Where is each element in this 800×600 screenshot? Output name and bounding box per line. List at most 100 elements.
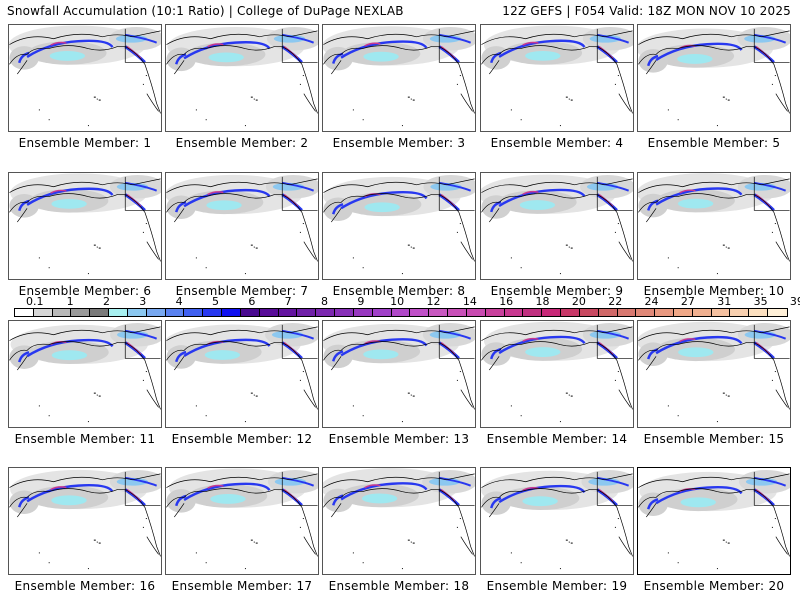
islands [510, 518, 619, 570]
ensemble-member-label: Ensemble Member: 1 [18, 136, 152, 150]
islands [195, 371, 304, 423]
colorbar-tick-label: 4 [175, 295, 183, 308]
colorbar-segment [429, 309, 449, 316]
colorbar-segment [448, 309, 467, 316]
coastlines [481, 28, 633, 114]
colorbar-tick-label: 24 [644, 295, 659, 308]
colorbar-tick-label: 8 [320, 295, 328, 308]
colorbar-segment [711, 309, 731, 316]
colorbar-tick-label: 14 [462, 295, 477, 308]
colorbar-tick-label: 18 [535, 295, 550, 308]
colorbar-tick-label: 5 [211, 295, 219, 308]
coastlines [9, 324, 161, 410]
ensemble-member-label: Ensemble Member: 17 [171, 579, 313, 593]
ensemble-member-label: Ensemble Member: 19 [486, 579, 628, 593]
ensemble-member-map [165, 172, 319, 280]
colorbar-segment [259, 309, 279, 316]
colorbar-tick-label: 3 [139, 295, 147, 308]
colorbar-segment [297, 309, 317, 316]
ensemble-member-label: Ensemble Member: 3 [332, 136, 466, 150]
ensemble-member-label: Ensemble Member: 4 [490, 136, 624, 150]
coastlines [323, 324, 475, 410]
coastlines [481, 176, 633, 262]
colorbar-segment [353, 309, 373, 316]
colorbar-tick-label: 31 [717, 295, 732, 308]
colorbar-segment [184, 309, 204, 316]
coastlines [638, 471, 790, 557]
coastlines [9, 176, 161, 262]
colorbar-tick-label: 22 [608, 295, 623, 308]
islands [667, 371, 776, 423]
colorbar-segment [768, 309, 787, 316]
colorbar-segment [33, 309, 53, 316]
colorbar-segment [523, 309, 543, 316]
islands [195, 518, 304, 570]
colorbar-tick-label: 10 [390, 295, 405, 308]
colorbar-tick-label: 6 [248, 295, 256, 308]
ensemble-member-map [637, 24, 791, 132]
colorbar-tick-label: 20 [571, 295, 586, 308]
colorbar-tick-label: 35 [753, 295, 768, 308]
snow-shading [481, 469, 633, 515]
colorbar-segment [466, 309, 486, 316]
colorbar-segment [579, 309, 599, 316]
ensemble-member-label: Ensemble Member: 20 [643, 579, 785, 593]
colorbar-segment [146, 309, 166, 316]
snow-shading [481, 25, 633, 70]
colorbar-segment [598, 309, 618, 316]
islands [667, 75, 776, 127]
ensemble-member-map [322, 320, 476, 428]
ensemble-member-label: Ensemble Member: 16 [14, 579, 156, 593]
colorbar-segment [504, 309, 524, 316]
snow-shading [9, 322, 161, 369]
colorbar-segment [673, 309, 693, 316]
snow-shading [638, 469, 790, 517]
colorbar-segment [410, 309, 430, 316]
islands [38, 518, 147, 570]
colorbar-segment [730, 309, 750, 316]
coastlines [323, 471, 475, 557]
ensemble-member-map [637, 320, 791, 428]
colorbar-tick-label: 2 [102, 295, 110, 308]
coastlines [323, 176, 475, 262]
ensemble-member-map [322, 24, 476, 132]
colorbar-tick-label: 27 [680, 295, 695, 308]
snow-shading [323, 468, 475, 513]
islands [510, 371, 619, 423]
coastlines [166, 28, 318, 114]
colorbar-segment [316, 309, 336, 316]
ensemble-member-map [480, 320, 634, 428]
snow-shading [166, 322, 318, 369]
islands [38, 371, 147, 423]
colorbar-tick-label: 0.1 [25, 295, 44, 308]
ensemble-member-map [637, 467, 791, 575]
ensemble-member-map [322, 467, 476, 575]
colorbar-segment [561, 309, 580, 316]
colorbar-segment [485, 309, 505, 316]
ensemble-member-label: Ensemble Member: 2 [175, 136, 309, 150]
colorbar-segment [542, 309, 562, 316]
snow-shading [638, 26, 790, 73]
coastlines [323, 28, 475, 114]
ensemble-member-map [165, 467, 319, 575]
colorbar-segment [617, 309, 637, 316]
islands [667, 518, 776, 570]
ensemble-member-label: Ensemble Member: 10 [643, 284, 785, 298]
coastlines [481, 324, 633, 410]
colorbar-segment [335, 309, 354, 316]
coastlines [166, 324, 318, 410]
colorbar-segment [127, 309, 147, 316]
colorbar-segment [692, 309, 712, 316]
coastlines [638, 324, 790, 410]
colorbar-segment [71, 309, 91, 316]
colorbar-tick-label: 9 [357, 295, 365, 308]
coastlines [638, 176, 790, 262]
colorbar-tick-label: 1 [66, 295, 74, 308]
islands [352, 75, 461, 127]
colorbar-tick-label: 39 [789, 295, 800, 308]
ensemble-member-map [480, 172, 634, 280]
coastlines [481, 471, 633, 557]
colorbar-segment [240, 309, 260, 316]
colorbar-ticks: 0.1123456789101214161820222427313539 [14, 295, 800, 308]
colorbar-segment [52, 309, 72, 316]
